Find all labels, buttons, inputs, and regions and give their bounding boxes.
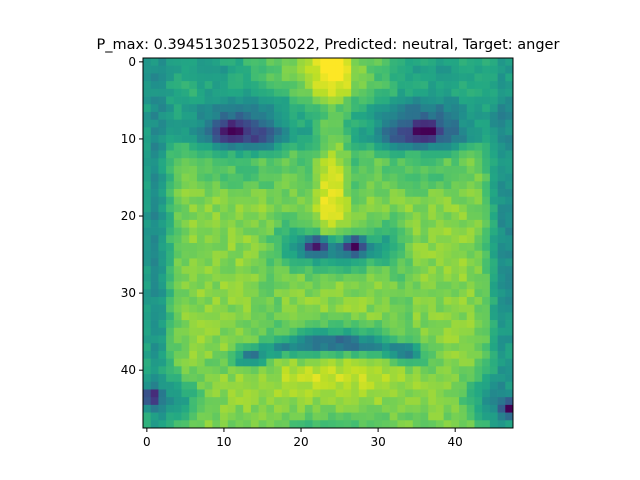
axes-frame <box>142 57 514 429</box>
y-tick-label: 10 <box>121 132 136 146</box>
y-tick-label: 0 <box>128 55 136 69</box>
y-tick-label: 40 <box>121 363 136 377</box>
x-tick-label: 40 <box>448 435 463 449</box>
y-tick-label: 20 <box>121 209 136 223</box>
axes-ticks: 0 10 20 30 40 0 10 20 30 40 <box>121 55 463 449</box>
chart-title: P_max: 0.3945130251305022, Predicted: ne… <box>97 37 560 53</box>
y-tick-label: 30 <box>121 286 136 300</box>
x-tick-label: 10 <box>216 435 231 449</box>
x-tick-label: 0 <box>143 435 151 449</box>
x-tick-label: 30 <box>370 435 385 449</box>
x-tick-label: 20 <box>293 435 308 449</box>
face-image <box>143 58 514 429</box>
